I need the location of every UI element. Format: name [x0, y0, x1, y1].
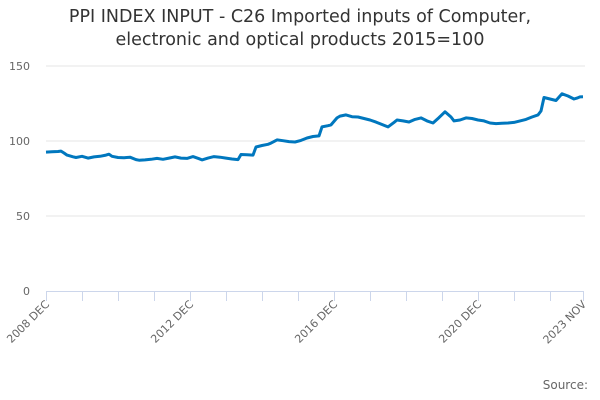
y-tick-label: 100 — [9, 135, 30, 148]
x-tick-label: 2012 DEC — [148, 298, 196, 346]
x-tick-label: 2008 DEC — [4, 298, 52, 346]
y-tick-label: 50 — [16, 210, 30, 223]
y-tick-label: 0 — [23, 285, 30, 298]
series-line[interactable] — [45, 92, 584, 162]
x-axis: 2008 DEC 2012 DEC 2016 DEC 2020 DEC 2023 NOV — [4, 291, 589, 347]
y-axis-labels: 0 50 100 150 — [9, 60, 30, 298]
x-tick-label: 2023 NOV — [541, 298, 590, 347]
line-chart: 0 50 100 150 2008 DEC 2012 DEC 2016 DEC 2020 D… — [4, 60, 589, 347]
source-label: Source: — [542, 378, 588, 392]
chart-title: PPI INDEX INPUT - C26 Imported inputs of… — [0, 6, 600, 52]
x-tick-label: 2016 DEC — [292, 298, 340, 346]
y-gridlines — [46, 65, 585, 217]
y-tick-label: 150 — [9, 60, 30, 73]
chart-title-line-2: electronic and optical products 2015=100 — [115, 30, 485, 50]
chart-title-line-1: PPI INDEX INPUT - C26 Imported inputs of… — [68, 7, 532, 27]
x-tick-label: 2020 DEC — [436, 298, 484, 346]
